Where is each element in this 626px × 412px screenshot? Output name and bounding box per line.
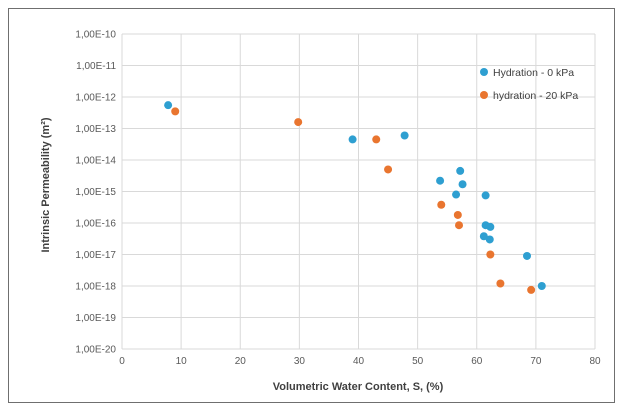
- legend-marker: [480, 91, 488, 99]
- x-tick-label: 80: [589, 356, 601, 367]
- x-axis-ticks: 0 10 20 30 40 50 60 70 80: [119, 356, 601, 367]
- x-tick-label: 20: [235, 356, 247, 367]
- data-point: [485, 235, 494, 244]
- data-points: [164, 101, 546, 294]
- legend-marker: [480, 68, 488, 76]
- x-tick-label: 30: [294, 356, 306, 367]
- data-point: [481, 191, 490, 200]
- data-point: [171, 107, 180, 116]
- data-point: [455, 221, 464, 230]
- data-point: [400, 131, 409, 140]
- y-tick-label: 1,00E-17: [75, 250, 116, 261]
- data-point: [436, 176, 445, 185]
- data-point: [523, 251, 532, 260]
- legend-label: hydration - 20 kPa: [493, 90, 578, 102]
- y-axis-title: Intrinsic Permeability (m²): [40, 117, 52, 252]
- gridlines: [121, 33, 596, 350]
- y-tick-label: 1,00E-11: [76, 61, 116, 72]
- legend-label: Hydration - 0 kPa: [493, 67, 574, 79]
- data-point: [453, 210, 462, 219]
- data-point: [496, 279, 505, 288]
- x-tick-label: 70: [530, 356, 542, 367]
- series-2: [171, 107, 536, 294]
- data-point: [456, 166, 465, 175]
- data-point: [348, 135, 357, 144]
- data-point: [437, 200, 446, 209]
- data-point: [452, 190, 461, 199]
- data-point: [164, 101, 173, 110]
- data-point: [537, 282, 546, 290]
- y-tick-label: 1,00E-12: [75, 93, 116, 104]
- data-point: [486, 250, 495, 259]
- x-tick-label: 10: [176, 356, 188, 367]
- y-axis-ticks: 1,00E-10 1,00E-11 1,00E-12 1,00E-13 1,00E-14…: [75, 30, 116, 356]
- y-tick-label: 1,00E-19: [75, 313, 116, 324]
- data-point: [458, 180, 467, 189]
- legend: Hydration - 0 kPa hydration - 20 kPa: [480, 67, 578, 102]
- y-tick-label: 1,00E-10: [75, 30, 116, 41]
- chart-frame: 1,00E-10 1,00E-11 1,00E-12 1,00E-13 1,00E-14…: [8, 8, 615, 403]
- y-tick-label: 1,00E-16: [75, 219, 116, 230]
- x-tick-label: 50: [412, 356, 424, 367]
- data-point: [486, 222, 495, 231]
- x-tick-label: 40: [353, 356, 365, 367]
- data-point: [479, 232, 488, 241]
- y-tick-label: 1,00E-14: [75, 156, 116, 167]
- x-axis-title: Volumetric Water Content, S, (%): [273, 381, 444, 393]
- y-tick-label: 1,00E-18: [75, 282, 116, 293]
- series-1: [164, 101, 546, 290]
- scatter-chart: 1,00E-10 1,00E-11 1,00E-12 1,00E-13 1,00E-14…: [40, 30, 601, 394]
- y-tick-label: 1,00E-15: [75, 187, 116, 198]
- x-tick-label: 0: [119, 356, 125, 367]
- data-point: [294, 118, 303, 127]
- data-point: [384, 165, 393, 174]
- data-point: [372, 135, 381, 144]
- data-point: [527, 285, 536, 294]
- y-tick-label: 1,00E-13: [75, 124, 116, 135]
- y-tick-label: 1,00E-20: [75, 345, 116, 356]
- x-tick-label: 60: [471, 356, 483, 367]
